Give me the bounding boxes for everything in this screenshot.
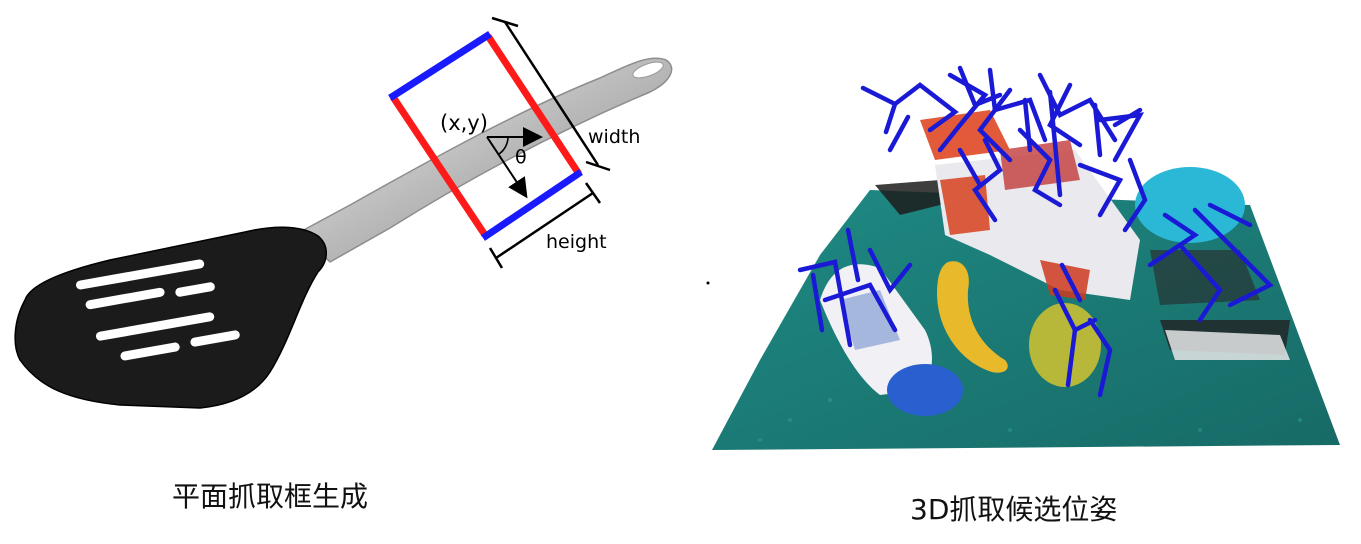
left-caption: 平面抓取框生成 (172, 480, 369, 513)
yellow-fruit (1029, 303, 1101, 387)
point-cloud-scene (712, 110, 1340, 450)
grasp-rectangle: (x,y) θ (388, 31, 583, 241)
banana (937, 261, 1008, 373)
angle-label: θ (515, 146, 527, 168)
spatula-slots (76, 259, 240, 361)
angle-arc (498, 136, 509, 155)
width-dimension: width (491, 16, 640, 172)
white-box (935, 150, 1140, 300)
right-caption: 3D抓取候选位姿 (910, 493, 1118, 526)
blue-sponge (887, 364, 963, 416)
spatula-image (14, 57, 673, 409)
grasp-width-edge-right (485, 34, 582, 176)
grasp-pose-candidates (797, 65, 1274, 398)
center-label: (x,y) (440, 111, 488, 135)
cyan-bowl (1135, 167, 1245, 243)
grasp-height-edge-top (388, 31, 492, 101)
stray-dot (706, 281, 710, 285)
height-dimension: height (488, 182, 607, 269)
width-label: width (588, 126, 640, 148)
height-label: height (546, 231, 607, 253)
grasp-width-edge-left (390, 95, 488, 237)
orientation-arrow (486, 136, 528, 199)
grasp-height-edge-bottom (481, 169, 583, 241)
